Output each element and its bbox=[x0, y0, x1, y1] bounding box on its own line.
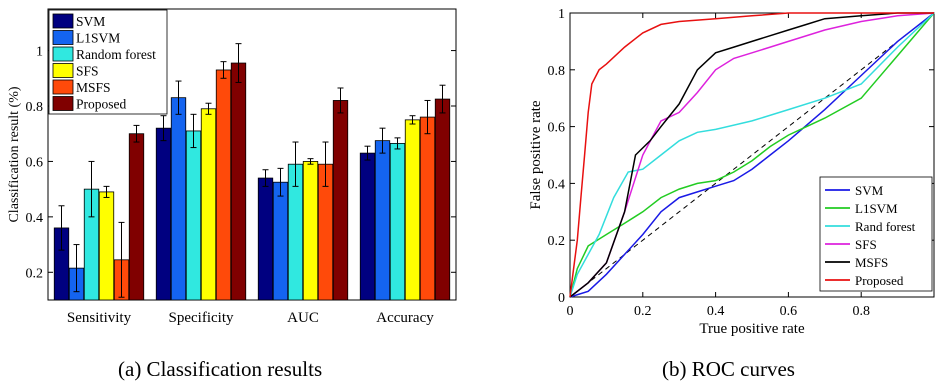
legend-label-random-forest: Random forest bbox=[76, 47, 156, 62]
legend-swatch-sfs bbox=[52, 63, 74, 78]
legend-swatch-msfs bbox=[52, 79, 74, 95]
bar-svm-accuracy bbox=[359, 152, 376, 301]
error-bar bbox=[73, 244, 80, 293]
error-bar bbox=[337, 87, 344, 114]
bar-msfs-specificity bbox=[215, 69, 232, 301]
bar-l1svm-specificity bbox=[170, 97, 187, 301]
reference-diagonal bbox=[569, 12, 935, 298]
y-axis-label: Classification result (%) bbox=[7, 86, 22, 222]
y-tick-label: 1 bbox=[558, 7, 565, 22]
error-bar bbox=[394, 137, 401, 150]
x-tick-label: 0.4 bbox=[707, 304, 725, 319]
bar-sfs-accuracy bbox=[404, 119, 421, 301]
error-bar bbox=[409, 115, 416, 125]
error-bar bbox=[292, 141, 299, 187]
error-bar bbox=[190, 113, 197, 149]
error-bar bbox=[322, 141, 329, 187]
bar-proposed-auc bbox=[332, 100, 349, 301]
legend-label-msfs: MSFS bbox=[76, 80, 111, 95]
error-bar bbox=[220, 61, 227, 79]
legend-label-l1svm: L1SVM bbox=[76, 31, 120, 46]
y-tick-label: 0.4 bbox=[548, 177, 566, 192]
legend-label-svm: SVM bbox=[76, 14, 105, 29]
y-tick-label: 0.2 bbox=[26, 266, 44, 281]
error-bar bbox=[58, 205, 65, 251]
y-tick-label: 0.6 bbox=[26, 155, 44, 170]
caption-roc-curves: (b) ROC curves bbox=[662, 357, 795, 381]
bar-sfs-specificity bbox=[200, 108, 217, 301]
bar-proposed-specificity bbox=[230, 62, 247, 301]
bar-proposed-accuracy bbox=[434, 98, 451, 301]
y-tick-label: 0.2 bbox=[548, 234, 566, 249]
error-bar bbox=[103, 185, 110, 198]
bar-msfs-accuracy bbox=[419, 116, 436, 301]
roc-line-proposed bbox=[569, 12, 934, 298]
bar-l1svm-accuracy bbox=[374, 140, 391, 301]
legend-box bbox=[819, 176, 933, 292]
y-axis-label: False positive rate bbox=[528, 100, 544, 209]
error-bar bbox=[424, 99, 431, 135]
error-bar bbox=[175, 80, 182, 115]
error-bar bbox=[235, 43, 242, 83]
roc-line-chart: 0 0.2 0.4 0.6 0.8 1 0 0.2 0.4 0.6 0.8 True positive… bbox=[528, 7, 935, 337]
bar-sfs-sensitivity bbox=[98, 191, 115, 301]
y-tick-label: 0.6 bbox=[548, 121, 566, 136]
y-tick-label: 0.8 bbox=[548, 64, 566, 79]
legend-label-l1svm: L1SVM bbox=[855, 201, 898, 216]
y-tick-label: 1 bbox=[36, 45, 43, 60]
legend-label-rand-forest: Rand forest bbox=[855, 219, 916, 234]
bar-random-forest-accuracy bbox=[389, 143, 406, 301]
error-bar bbox=[88, 160, 95, 218]
legend-label-proposed: Proposed bbox=[855, 273, 904, 288]
error-bar bbox=[160, 115, 167, 142]
error-bar bbox=[118, 221, 125, 298]
legend-label-sfs: SFS bbox=[855, 237, 877, 252]
roc-line-msfs bbox=[569, 12, 934, 298]
bar-sfs-auc bbox=[302, 161, 319, 301]
x-tick-label: Sensitivity bbox=[67, 310, 132, 326]
legend: SVM L1SVM Rand forest SFS MSFS Proposed bbox=[819, 176, 933, 292]
error-bar bbox=[277, 167, 284, 197]
error-bar bbox=[364, 145, 371, 161]
bar-proposed-sensitivity bbox=[128, 133, 145, 301]
error-bar bbox=[307, 158, 314, 165]
x-tick-label: 0.6 bbox=[780, 304, 798, 319]
bar-svm-specificity bbox=[155, 127, 172, 301]
error-bar bbox=[262, 169, 269, 187]
error-bar bbox=[379, 127, 386, 154]
legend-swatch-proposed bbox=[52, 96, 74, 111]
bar-random-forest-specificity bbox=[185, 130, 202, 301]
x-tick-label: 0 bbox=[567, 304, 574, 319]
roc-line-rand-forest bbox=[569, 12, 935, 298]
y-tick-label: 0 bbox=[558, 291, 565, 306]
x-tick-label: 0.8 bbox=[852, 304, 870, 319]
x-tick-label: 0.2 bbox=[634, 304, 652, 319]
roc-line-l1svm bbox=[569, 12, 935, 298]
legend-swatch-svm bbox=[52, 13, 74, 29]
error-bar bbox=[133, 124, 140, 143]
bar-svm-auc bbox=[257, 177, 274, 301]
y-tick-label: 0.4 bbox=[26, 211, 44, 226]
x-axis-label: True positive rate bbox=[699, 321, 805, 337]
caption-classification-results: (a) Classification results bbox=[118, 357, 323, 381]
classification-bar-chart: 0.2 0.4 0.6 0.8 1 Classification result (%) Se… bbox=[7, 8, 457, 326]
x-tick-label: Accuracy bbox=[376, 310, 434, 326]
legend-label-svm: SVM bbox=[855, 183, 884, 198]
error-bar bbox=[439, 84, 446, 114]
y-tick-label: 0.8 bbox=[26, 100, 44, 115]
roc-line-svm bbox=[569, 12, 935, 298]
legend-label-proposed: Proposed bbox=[76, 97, 126, 112]
x-tick-label: AUC bbox=[287, 310, 319, 326]
error-bar bbox=[205, 102, 212, 115]
legend-swatch-random-forest bbox=[52, 46, 74, 62]
legend-label-msfs: MSFS bbox=[855, 255, 888, 270]
legend-label-sfs: SFS bbox=[76, 64, 99, 79]
legend-swatch-l1svm bbox=[52, 30, 74, 45]
bar-l1svm-auc bbox=[272, 181, 289, 301]
x-tick-label: Specificity bbox=[169, 310, 234, 326]
